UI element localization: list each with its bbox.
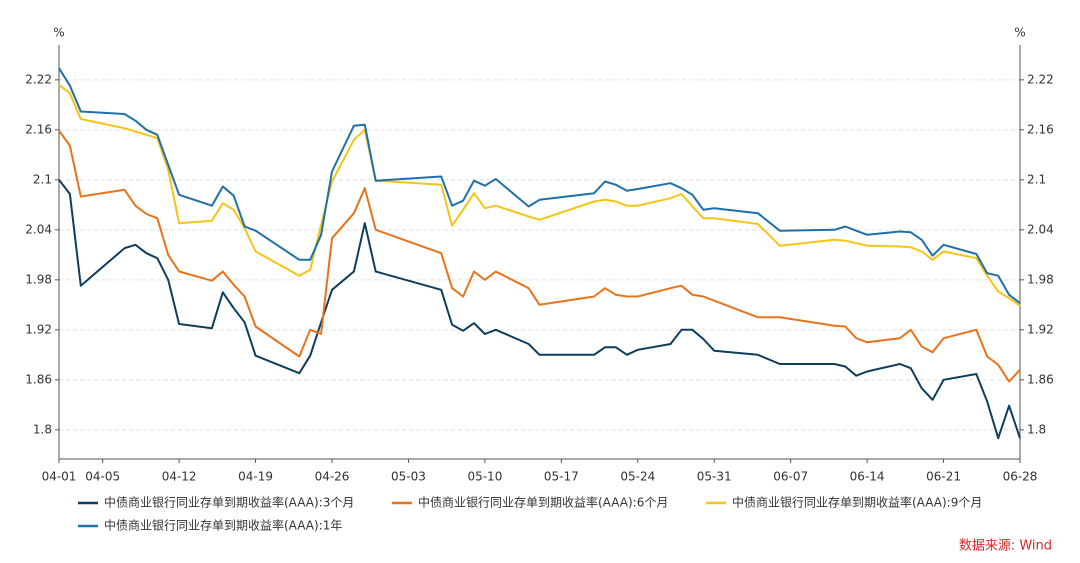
y2-tick-label: 2.22 (1027, 72, 1054, 86)
legend-label: 中债商业银行同业存单到期收益率(AAA):9个月 (732, 495, 982, 510)
y-tick-label: 1.92 (25, 322, 52, 336)
y2-tick-label: 2.16 (1027, 122, 1054, 136)
y2-tick-label: 2.1 (1027, 172, 1046, 186)
x-tick-label: 05-03 (391, 470, 426, 484)
series-line (58, 130, 1021, 383)
x-tick-label: 06-07 (773, 470, 808, 484)
y-tick-label: 1.98 (25, 272, 52, 286)
legend-label: 中债商业银行同业存单到期收益率(AAA):3个月 (104, 495, 354, 510)
y2-tick-label: 1.86 (1027, 372, 1054, 386)
y2-tick-label: 2.04 (1027, 222, 1054, 236)
x-tick-label: 04-05 (85, 470, 120, 484)
x-tick-label: 05-24 (620, 470, 655, 484)
x-tick-label: 04-12 (162, 470, 197, 484)
x-tick-label: 06-14 (850, 470, 885, 484)
x-tick-label: 06-28 (1003, 470, 1038, 484)
legend-label: 中债商业银行同业存单到期收益率(AAA):6个月 (418, 495, 668, 510)
x-tick-label: 06-21 (926, 470, 961, 484)
y-tick-label: 2.04 (25, 222, 52, 236)
x-tick-label: 04-19 (238, 470, 273, 484)
x-tick-label: 04-01 (42, 470, 77, 484)
x-tick-label: 04-26 (315, 470, 350, 484)
y-tick-label: 2.1 (33, 172, 52, 186)
y2-tick-label: 1.98 (1027, 272, 1054, 286)
y-tick-label: 2.16 (25, 122, 52, 136)
series-line (58, 67, 1021, 304)
x-tick-label: 05-10 (467, 470, 502, 484)
x-tick-label: 05-31 (697, 470, 732, 484)
legend-label: 中债商业银行同业存单到期收益率(AAA):1年 (104, 518, 342, 533)
series-line (58, 179, 1021, 440)
y-tick-label: 1.86 (25, 372, 52, 386)
x-tick-label: 05-17 (544, 470, 579, 484)
y-tick-label: 1.8 (33, 422, 52, 436)
y2-tick-label: 1.8 (1027, 422, 1046, 436)
y2-axis-unit: % (1014, 26, 1025, 40)
y-tick-label: 2.22 (25, 72, 52, 86)
source-note: 数据来源: Wind (959, 539, 1052, 554)
series-line (58, 84, 1021, 307)
y2-tick-label: 1.92 (1027, 322, 1054, 336)
y-axis-unit: % (53, 26, 64, 40)
